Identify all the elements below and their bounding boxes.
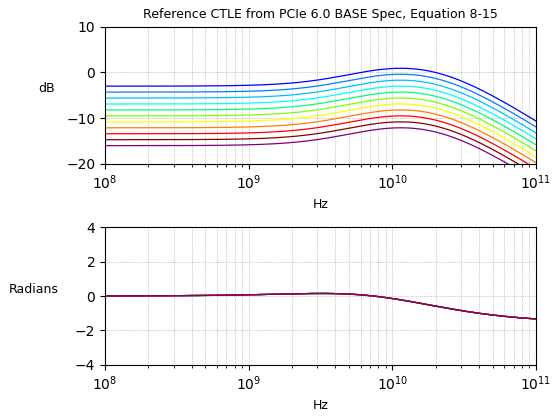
Y-axis label: Radians: Radians	[8, 283, 58, 296]
X-axis label: Hz: Hz	[312, 198, 329, 211]
Title: Reference CTLE from PCIe 6.0 BASE Spec, Equation 8-15: Reference CTLE from PCIe 6.0 BASE Spec, …	[143, 8, 498, 21]
X-axis label: Hz: Hz	[312, 399, 329, 412]
Y-axis label: dB: dB	[38, 82, 55, 95]
